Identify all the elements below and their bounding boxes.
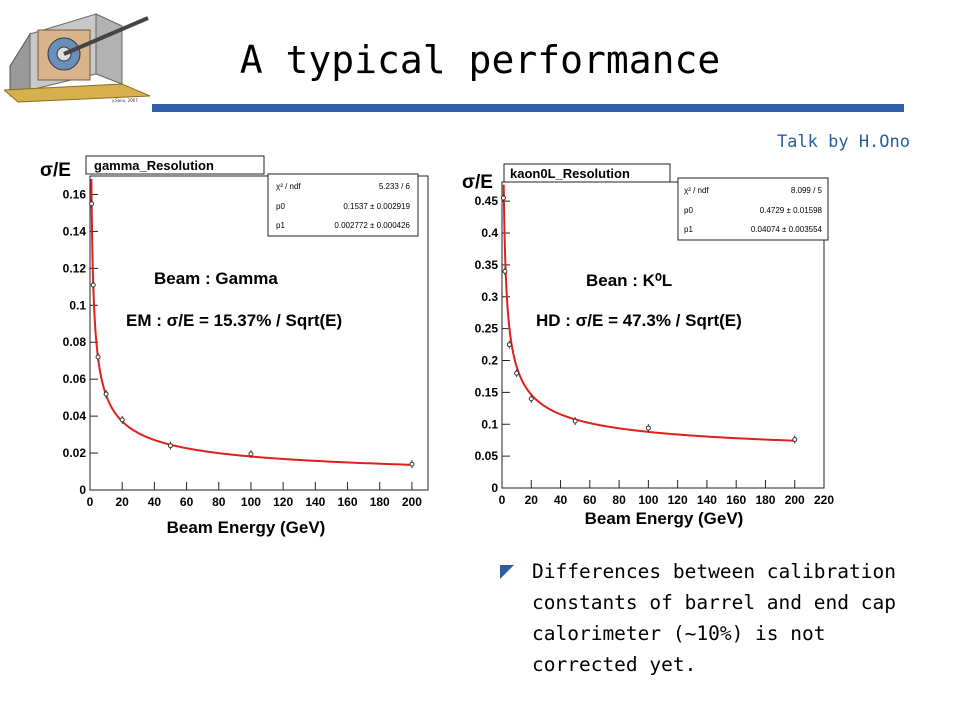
- x-tick-label: 180: [370, 495, 390, 509]
- y-tick-label: 0.04: [63, 409, 87, 423]
- x-tick-label: 200: [785, 493, 805, 507]
- data-point: [502, 268, 508, 274]
- stats-value-chi2: 8.099 / 5: [791, 186, 823, 195]
- data-point: [89, 201, 95, 207]
- bullet-icon: [500, 565, 514, 579]
- data-point: [248, 451, 254, 457]
- svg-text:y.Sano, 2007: y.Sano, 2007: [112, 98, 138, 103]
- y-tick-label: 0.14: [63, 224, 87, 238]
- data-point: [167, 443, 173, 449]
- plot-title: kaon0L_Resolution: [510, 166, 630, 181]
- data-point: [500, 195, 506, 201]
- data-point: [90, 282, 96, 288]
- x-tick-label: 0: [87, 495, 94, 509]
- stats-label-p1: p1: [684, 225, 693, 234]
- x-tick-label: 140: [697, 493, 717, 507]
- stats-label-p1: p1: [276, 221, 285, 230]
- y-tick-label: 0.25: [475, 322, 499, 336]
- x-axis-label: Beam Energy (GeV): [585, 509, 744, 528]
- stats-value-p1: 0.04074 ± 0.003554: [751, 225, 823, 234]
- y-tick-label: 0.15: [475, 385, 499, 399]
- bullet-text: Differences between calibration constant…: [532, 560, 896, 676]
- x-tick-label: 60: [583, 493, 597, 507]
- stats-value-p0: 0.4729 ± 0.01598: [760, 206, 823, 215]
- data-point: [528, 396, 534, 402]
- x-tick-label: 120: [668, 493, 688, 507]
- detector-logo: y.Sano, 2007: [2, 4, 152, 104]
- x-tick-label: 80: [612, 493, 626, 507]
- x-tick-label: 180: [755, 493, 775, 507]
- gamma-resolution-plot: σ/E gamma_Resolution 0 0.02 0.04 0.06 0.08 0.…: [34, 150, 434, 540]
- x-tick-label: 200: [402, 495, 422, 509]
- gamma-resolution-chart: σ/E gamma_Resolution 0 0.02 0.04 0.06 0.08 0.…: [40, 155, 429, 537]
- stats-label-chi2: χ² / ndf: [684, 186, 709, 195]
- data-point: [645, 425, 651, 431]
- x-tick-label: 20: [525, 493, 539, 507]
- annotation-formula: HD : σ/E = 47.3% / Sqrt(E): [536, 311, 742, 330]
- x-axis-label: Beam Energy (GeV): [167, 518, 326, 537]
- stats-label-chi2: χ² / ndf: [276, 182, 301, 191]
- plot-title: gamma_Resolution: [94, 158, 214, 173]
- y-tick-label: 0: [79, 483, 86, 497]
- x-tick-label: 160: [726, 493, 746, 507]
- data-point: [409, 461, 415, 467]
- y-axis-label: σ/E: [40, 160, 71, 181]
- y-tick-label: 0.4: [481, 226, 498, 240]
- x-tick-label: 60: [180, 495, 194, 509]
- y-tick-label: 0.3: [481, 290, 498, 304]
- x-tick-label: 220: [814, 493, 834, 507]
- page-title: A typical performance: [239, 38, 721, 82]
- x-tick-label: 140: [305, 495, 325, 509]
- x-tick-label: 100: [638, 493, 658, 507]
- stats-value-p0: 0.1537 ± 0.002919: [343, 202, 410, 211]
- x-tick-label: 80: [212, 495, 226, 509]
- kaon-resolution-chart: σ/E kaon0L_Resolution 0 0.05 0.1 0.15 0.2 0.2…: [462, 163, 834, 528]
- data-point: [514, 370, 520, 376]
- y-tick-label: 0.12: [63, 261, 87, 275]
- title-divider: [152, 104, 904, 112]
- kaon-resolution-plot: σ/E kaon0L_Resolution 0 0.05 0.1 0.15 0.2 0.2…: [456, 156, 850, 532]
- bullet-list: Differences between calibration constant…: [500, 556, 940, 680]
- y-tick-label: 0.1: [69, 298, 86, 312]
- y-axis-label: σ/E: [462, 172, 493, 193]
- data-point: [103, 391, 109, 397]
- data-point: [119, 417, 125, 423]
- y-tick-label: 0.2: [481, 354, 498, 368]
- x-tick-label: 160: [338, 495, 358, 509]
- fit-curve: [502, 184, 795, 442]
- data-point: [792, 437, 798, 443]
- y-tick-label: 0.06: [63, 372, 87, 386]
- y-tick-label: 0.16: [63, 187, 87, 201]
- data-point: [95, 354, 101, 360]
- x-tick-label: 40: [554, 493, 568, 507]
- stats-box: χ² / ndf 8.099 / 5 p0 0.4729 ± 0.01598 p…: [677, 177, 829, 241]
- y-tick-label: 0.02: [63, 446, 87, 460]
- data-point: [506, 342, 512, 348]
- y-tick-label: 0.35: [475, 258, 499, 272]
- x-tick-label: 20: [116, 495, 130, 509]
- y-tick-label: 0.45: [475, 194, 499, 208]
- stats-value-p1: 0.002772 ± 0.000426: [334, 221, 410, 230]
- y-tick-label: 0.08: [63, 335, 87, 349]
- stats-label-p0: p0: [276, 202, 285, 211]
- y-tick-label: 0: [491, 481, 498, 495]
- plot-title-box: [85, 155, 265, 175]
- stats-value-chi2: 5.233 / 6: [379, 182, 411, 191]
- x-tick-label: 100: [241, 495, 261, 509]
- stats-label-p0: p0: [684, 206, 693, 215]
- annotation-beam: Beam : Gamma: [154, 269, 278, 288]
- stats-box: χ² / ndf 5.233 / 6 p0 0.1537 ± 0.002919 …: [267, 173, 419, 237]
- x-tick-label: 40: [148, 495, 162, 509]
- y-tick-label: 0.05: [475, 449, 499, 463]
- y-tick-label: 0.1: [481, 417, 498, 431]
- data-point: [572, 418, 578, 424]
- x-tick-label: 120: [273, 495, 293, 509]
- annotation-formula: EM : σ/E = 15.37% / Sqrt(E): [126, 311, 342, 330]
- x-tick-label: 0: [499, 493, 506, 507]
- annotation-beam: Bean : K⁰L: [586, 271, 672, 290]
- talk-credit: Talk by H.Ono: [776, 132, 910, 152]
